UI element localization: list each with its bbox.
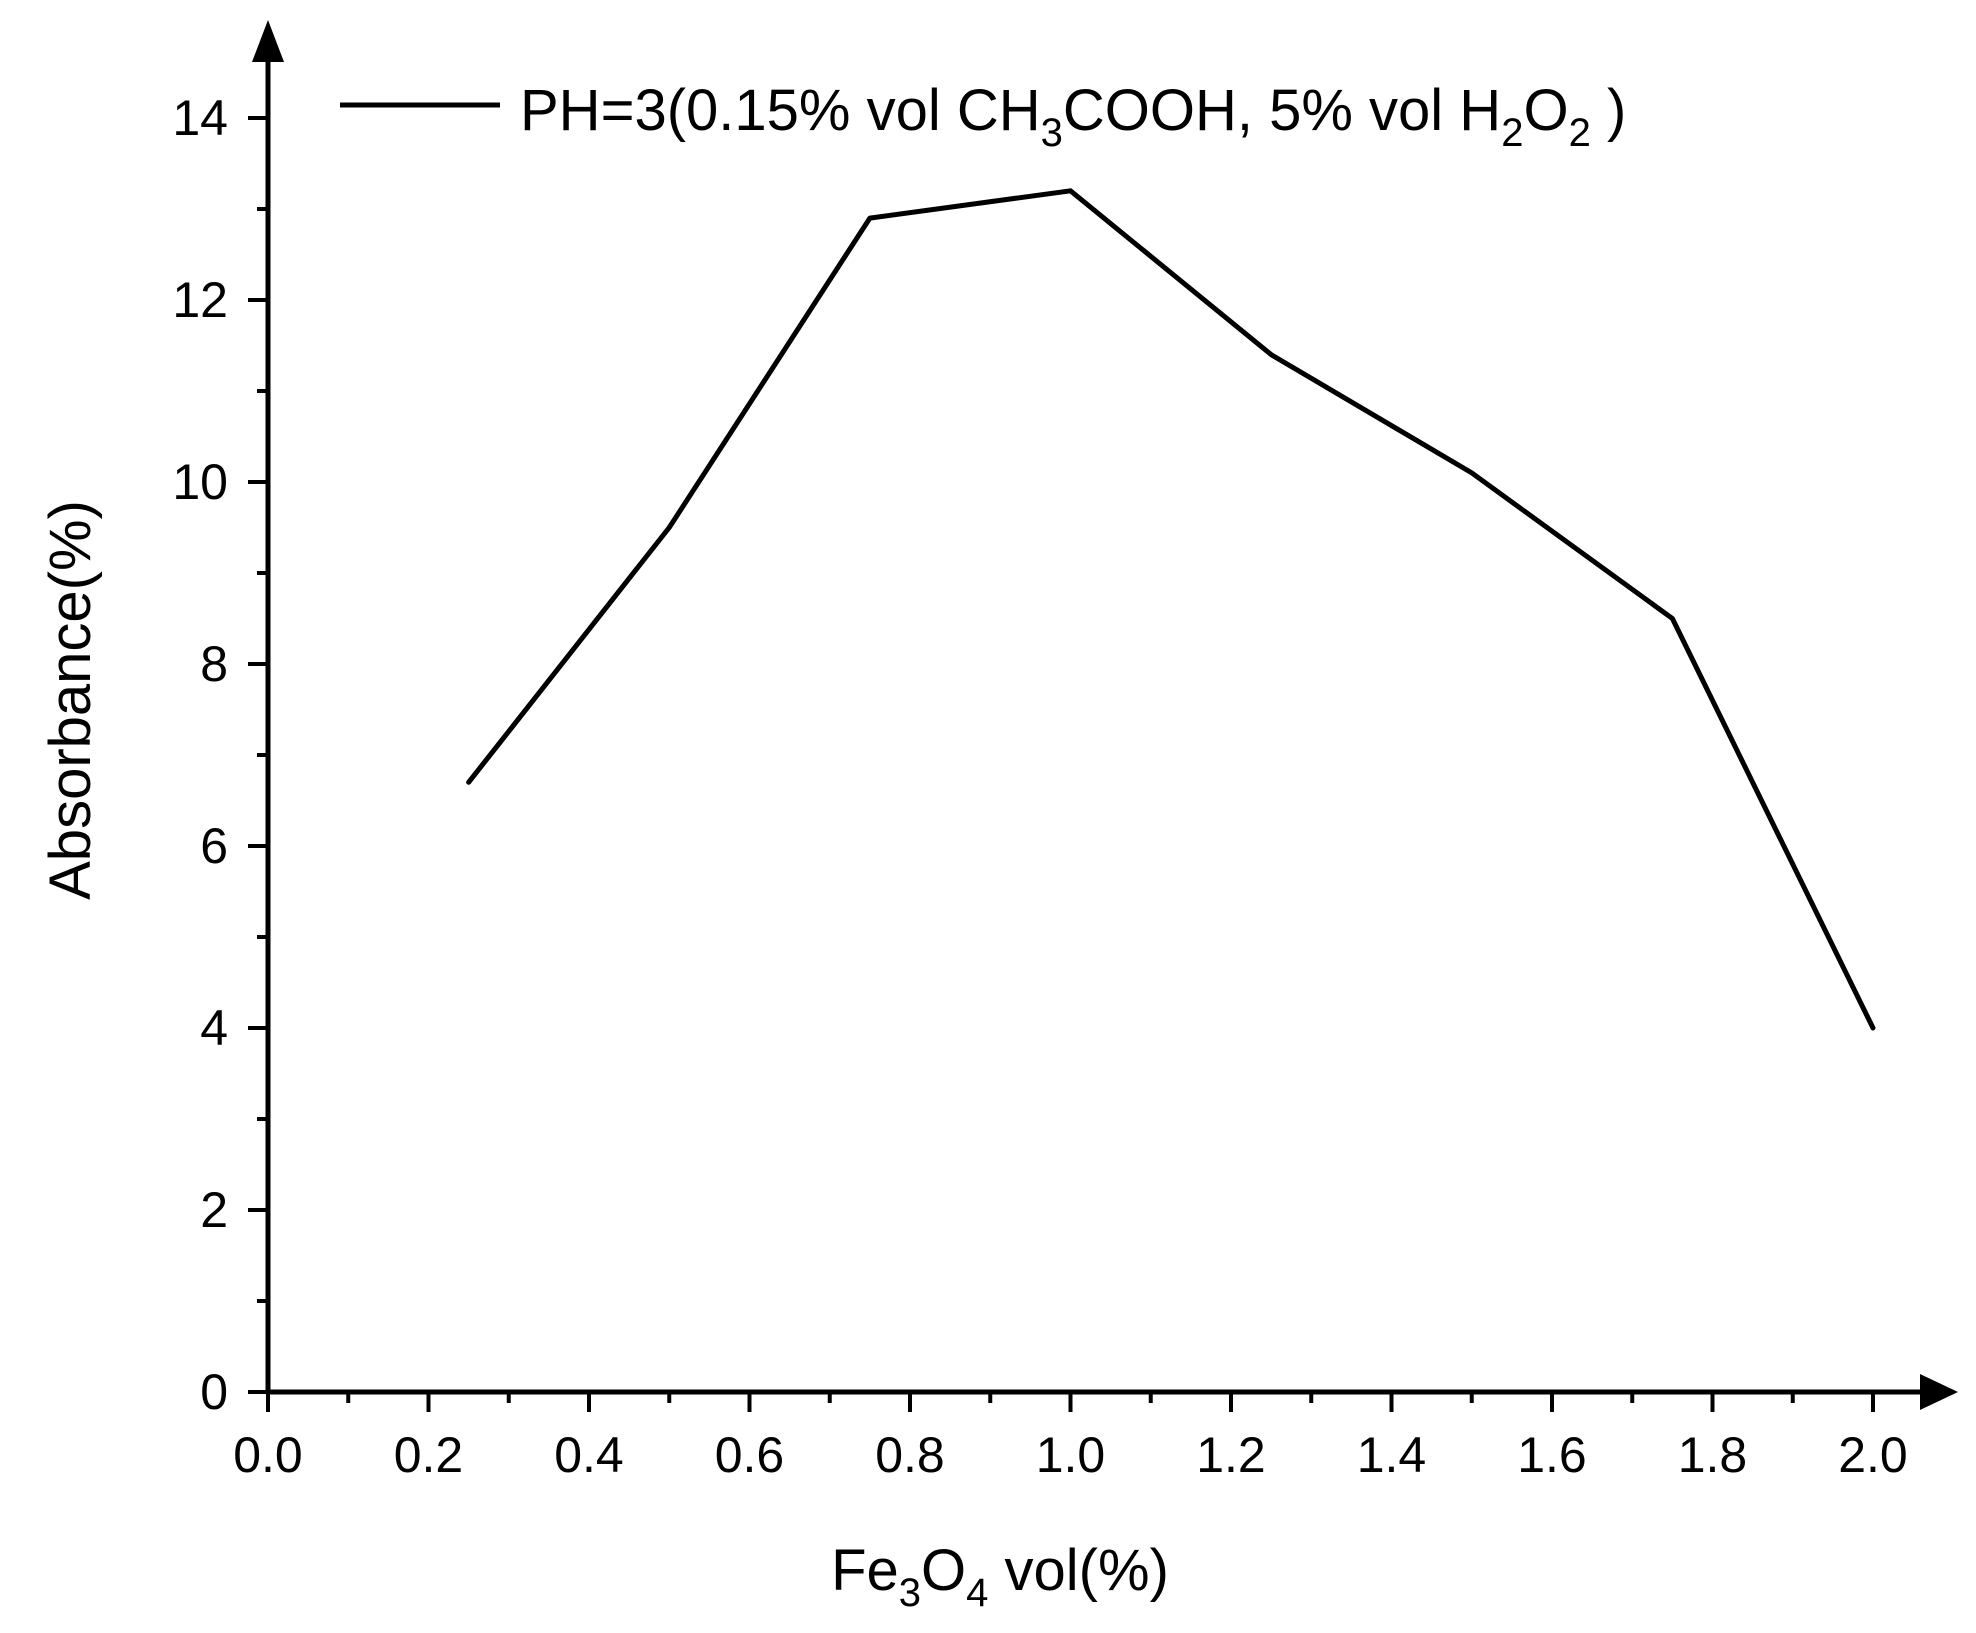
x-tick-label: 1.4: [1357, 1427, 1427, 1483]
series-line: [466, 188, 1876, 1031]
x-axis-title-part: Fe: [831, 1538, 899, 1603]
y-tick-label: 2: [200, 1182, 228, 1238]
legend-label-subscript: 3: [1041, 111, 1063, 155]
x-tick-label: 0.6: [715, 1427, 785, 1483]
x-tick-label: 1.2: [1196, 1427, 1266, 1483]
x-tick-label: 1.6: [1517, 1427, 1587, 1483]
x-axis-arrow: [1920, 1374, 1958, 1410]
x-tick-label: 0.0: [233, 1427, 303, 1483]
y-tick-label: 14: [172, 90, 228, 146]
x-tick-label: 0.2: [394, 1427, 464, 1483]
x-tick-label: 0.4: [554, 1427, 624, 1483]
ticks: 0 2 4 6 8 10 12 14 0.0 0.2 0.4 0.6 0.8 1.0 1.2 1.4 1.6 1.…: [172, 90, 1907, 1483]
legend-label-subscript: 2: [1501, 111, 1523, 155]
y-tick-label: 12: [172, 272, 228, 328]
legend-label-part: COOH, 5% vol H: [1063, 78, 1501, 143]
legend-label: PH=3(0.15% vol CH3COOH, 5% vol H2O2 ): [520, 78, 1626, 155]
x-axis-title-subscript: 3: [899, 1571, 921, 1615]
x-axis-title: Fe3O4 vol(%): [831, 1538, 1169, 1615]
x-tick-label: 0.8: [875, 1427, 945, 1483]
x-tick-label: 2.0: [1838, 1427, 1908, 1483]
legend-label-part: O: [1523, 78, 1568, 143]
y-tick-label: 6: [200, 818, 228, 874]
legend: PH=3(0.15% vol CH3COOH, 5% vol H2O2 ): [340, 78, 1626, 155]
x-axis-title-part: vol(%): [988, 1538, 1168, 1603]
y-axis-arrow: [252, 20, 284, 62]
y-axis-title: Absorbance(%): [38, 500, 103, 900]
legend-label-part: ): [1591, 78, 1626, 143]
legend-label-subscript: 2: [1569, 111, 1591, 155]
y-tick-label: 8: [200, 636, 228, 692]
x-tick-label: 1.0: [1036, 1427, 1106, 1483]
axes: [252, 20, 1958, 1410]
x-axis-title-subscript: 4: [966, 1571, 988, 1615]
x-axis-title-part: O: [921, 1538, 966, 1603]
legend-label-part: PH=3(0.15% vol CH: [520, 78, 1041, 143]
y-tick-label: 0: [200, 1364, 228, 1420]
y-tick-label: 4: [200, 1000, 228, 1056]
series: [466, 188, 1876, 1031]
x-tick-label: 1.8: [1678, 1427, 1748, 1483]
y-tick-label: 10: [172, 454, 228, 510]
